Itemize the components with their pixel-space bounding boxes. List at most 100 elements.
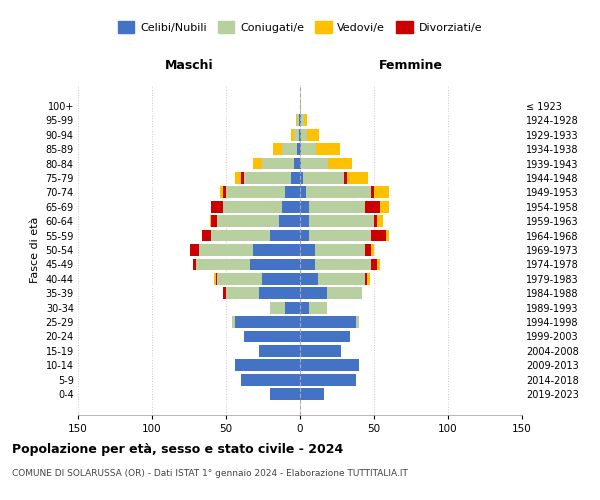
Bar [282,201,300,212]
Bar [328,158,352,170]
Bar [285,302,300,314]
Bar [377,216,383,227]
Bar [300,114,301,126]
Bar [377,258,380,270]
Bar [371,186,374,198]
Bar [300,273,318,284]
Bar [271,230,300,241]
Bar [282,143,297,155]
Bar [211,201,223,212]
Bar [202,230,211,241]
Bar [300,244,315,256]
Bar [244,330,300,342]
Bar [300,230,309,241]
Bar [271,302,285,314]
Bar [223,201,282,212]
Bar [215,273,217,284]
Bar [223,186,226,198]
Bar [296,114,297,126]
Bar [367,273,370,284]
Y-axis label: Fasce di età: Fasce di età [30,217,40,283]
Bar [347,172,368,184]
Bar [315,258,371,270]
Bar [304,114,307,126]
Bar [223,288,226,299]
Bar [226,288,259,299]
Bar [365,201,380,212]
Bar [300,186,306,198]
Bar [210,216,211,227]
Bar [300,172,303,184]
Bar [217,216,279,227]
Bar [235,172,241,184]
Bar [253,158,262,170]
Text: COMUNE DI SOLARUSSA (OR) - Dati ISTAT 1° gennaio 2024 - Elaborazione TUTTITALIA.: COMUNE DI SOLARUSSA (OR) - Dati ISTAT 1°… [12,469,408,478]
Bar [262,273,300,284]
Bar [291,129,294,140]
Bar [297,114,299,126]
Bar [300,216,309,227]
Bar [309,201,365,212]
Bar [386,230,389,241]
Bar [374,186,389,198]
Bar [300,360,359,371]
Bar [344,172,347,184]
Bar [294,129,299,140]
Bar [294,158,300,170]
Bar [250,258,300,270]
Bar [300,388,323,400]
Bar [193,258,196,270]
Bar [271,388,300,400]
Bar [303,172,344,184]
Bar [262,158,294,170]
Bar [300,158,301,170]
Bar [244,172,291,184]
Bar [309,216,374,227]
Bar [253,244,300,256]
Bar [300,374,356,386]
Bar [300,316,356,328]
Text: Popolazione per età, sesso e stato civile - 2024: Popolazione per età, sesso e stato civil… [12,442,343,456]
Bar [226,186,285,198]
Bar [285,186,300,198]
Bar [307,129,319,140]
Bar [300,345,341,357]
Bar [371,244,374,256]
Bar [326,288,362,299]
Bar [274,143,282,155]
Bar [297,143,300,155]
Bar [299,129,300,140]
Bar [220,186,223,198]
Bar [300,100,301,112]
Bar [309,230,371,241]
Bar [300,302,309,314]
Bar [365,244,371,256]
Bar [371,258,377,270]
Bar [196,258,250,270]
Bar [241,172,244,184]
Bar [380,201,389,212]
Bar [211,230,271,241]
Bar [259,345,300,357]
Bar [300,143,301,155]
Bar [315,244,365,256]
Bar [316,143,340,155]
Bar [291,172,300,184]
Bar [279,216,300,227]
Bar [301,158,328,170]
Bar [232,316,235,328]
Legend: Celibi/Nubili, Coniugati/e, Vedovi/e, Divorziati/e: Celibi/Nubili, Coniugati/e, Vedovi/e, Di… [115,18,485,36]
Bar [235,316,300,328]
Bar [300,258,315,270]
Bar [211,216,217,227]
Bar [301,143,316,155]
Bar [371,230,386,241]
Bar [214,273,215,284]
Text: Femmine: Femmine [379,60,443,72]
Bar [365,273,367,284]
Bar [309,302,326,314]
Bar [374,216,377,227]
Bar [241,374,300,386]
Bar [199,244,253,256]
Text: Maschi: Maschi [164,60,214,72]
